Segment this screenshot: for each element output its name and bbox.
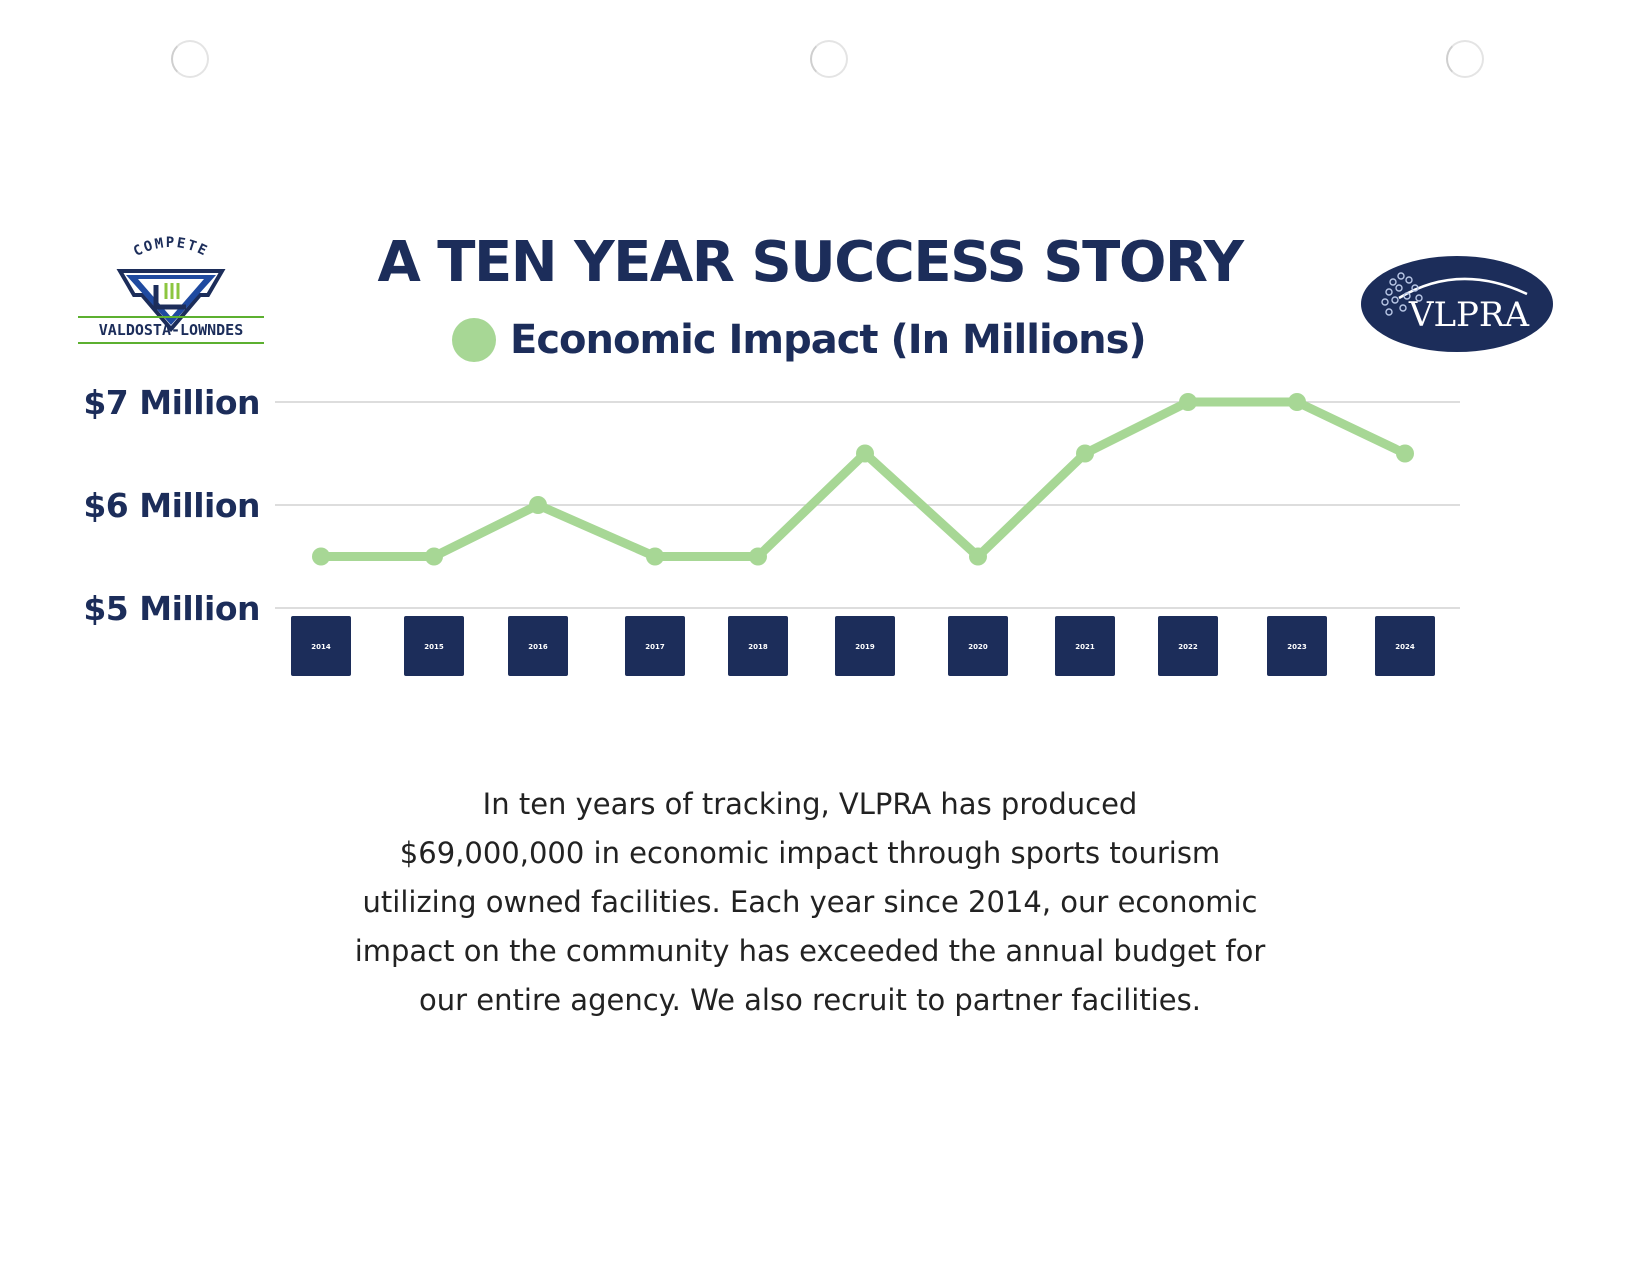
x-category-box: 2018 — [728, 616, 788, 676]
chart-data-points — [312, 393, 1414, 566]
tree-icon — [1381, 272, 1423, 316]
x-category-box: 2015 — [404, 616, 464, 676]
summary-line: utilizing owned facilities. Each year si… — [362, 885, 1258, 919]
x-category-box: 2017 — [625, 616, 685, 676]
data-point — [1396, 444, 1414, 463]
x-category-box-bg — [1055, 616, 1115, 676]
data-point — [856, 444, 874, 463]
x-tick-label: 2016 — [528, 643, 548, 651]
x-category-box: 2022 — [1158, 616, 1218, 676]
x-category-box-bg — [835, 616, 895, 676]
summary-line: In ten years of tracking, VLPRA has prod… — [482, 787, 1138, 821]
x-category-box-bg — [508, 616, 568, 676]
data-point — [749, 547, 767, 566]
punch-hole-right — [1446, 40, 1484, 78]
data-point — [529, 496, 547, 514]
data-point — [646, 547, 664, 566]
punch-hole-left — [171, 40, 209, 78]
x-tick-label: 2018 — [748, 643, 768, 651]
svg-text:COMPETE: COMPETE — [131, 235, 211, 260]
data-point — [1179, 393, 1197, 411]
x-category-box: 2023 — [1267, 616, 1327, 676]
chart-gridlines — [275, 401, 1460, 609]
y-tick-label: $5 Million — [83, 589, 260, 628]
x-category-box: 2016 — [508, 616, 568, 676]
y-tick-label: $7 Million — [83, 383, 260, 422]
logo-valdosta-lowndes-text: VALDOSTA-LOWNDES — [99, 321, 244, 339]
x-category-box: 2019 — [835, 616, 895, 676]
chart-legend: Economic Impact (In Millions) — [452, 312, 1147, 368]
x-tick-label: 2020 — [968, 643, 988, 651]
summary-paragraph: In ten years of tracking, VLPRA has prod… — [330, 780, 1290, 1025]
valdosta-lowndes-compete-logo: COMPETE VALDOSTA-LOWNDES — [78, 235, 264, 344]
x-category-box: 2024 — [1375, 616, 1435, 676]
x-category-box-bg — [1158, 616, 1218, 676]
series-line — [316, 397, 1410, 561]
data-point — [1288, 393, 1306, 411]
y-tick-label: $6 Million — [83, 486, 260, 525]
x-tick-label: 2019 — [855, 643, 875, 651]
data-point — [1076, 444, 1094, 463]
chart-series-line — [316, 397, 1410, 561]
x-category-box-bg — [1375, 616, 1435, 676]
logo-compete-text: COMPETE — [131, 235, 209, 260]
x-tick-label: 2023 — [1287, 643, 1307, 651]
logo-vlpra-text: VLPRA — [1408, 295, 1530, 335]
x-category-box-bg — [948, 616, 1008, 676]
x-category-box: 2020 — [948, 616, 1008, 676]
summary-line: $69,000,000 in economic impact through s… — [399, 836, 1221, 870]
x-tick-label: 2015 — [424, 643, 444, 651]
punch-hole-center — [810, 40, 848, 78]
chart-x-axis-labels: 2014 2015 2016 2017 2018 2019 2020 2021 2022 2023… — [291, 616, 1435, 676]
data-point — [425, 547, 443, 566]
data-point — [969, 547, 987, 566]
x-tick-label: 2024 — [1395, 643, 1415, 651]
page-title: A TEN YEAR SUCCESS STORY — [377, 230, 1244, 295]
x-category-box: 2014 — [291, 616, 351, 676]
x-category-box-bg — [728, 616, 788, 676]
legend-swatch — [452, 318, 496, 362]
economic-impact-chart: $7 Million$6 Million$5 Million 2014 2015 2… — [83, 383, 1460, 676]
x-category-box-bg — [625, 616, 685, 676]
summary-line: impact on the community has exceeded the… — [354, 934, 1266, 968]
x-category-box-bg — [404, 616, 464, 676]
x-tick-label: 2022 — [1178, 643, 1198, 651]
summary-line: our entire agency. We also recruit to pa… — [419, 983, 1201, 1017]
legend-label: Economic Impact (In Millions) — [510, 317, 1147, 363]
data-point — [312, 547, 330, 566]
x-category-box-bg — [1267, 616, 1327, 676]
chart-y-axis-labels: $7 Million $6 Million $5 Million — [83, 383, 260, 628]
x-tick-label: 2014 — [311, 643, 331, 651]
x-category-box: 2021 — [1055, 616, 1115, 676]
x-category-box-bg — [291, 616, 351, 676]
x-tick-label: 2021 — [1075, 643, 1095, 651]
x-tick-label: 2017 — [645, 643, 665, 651]
vlpra-logo: VLPRA — [1361, 256, 1553, 352]
